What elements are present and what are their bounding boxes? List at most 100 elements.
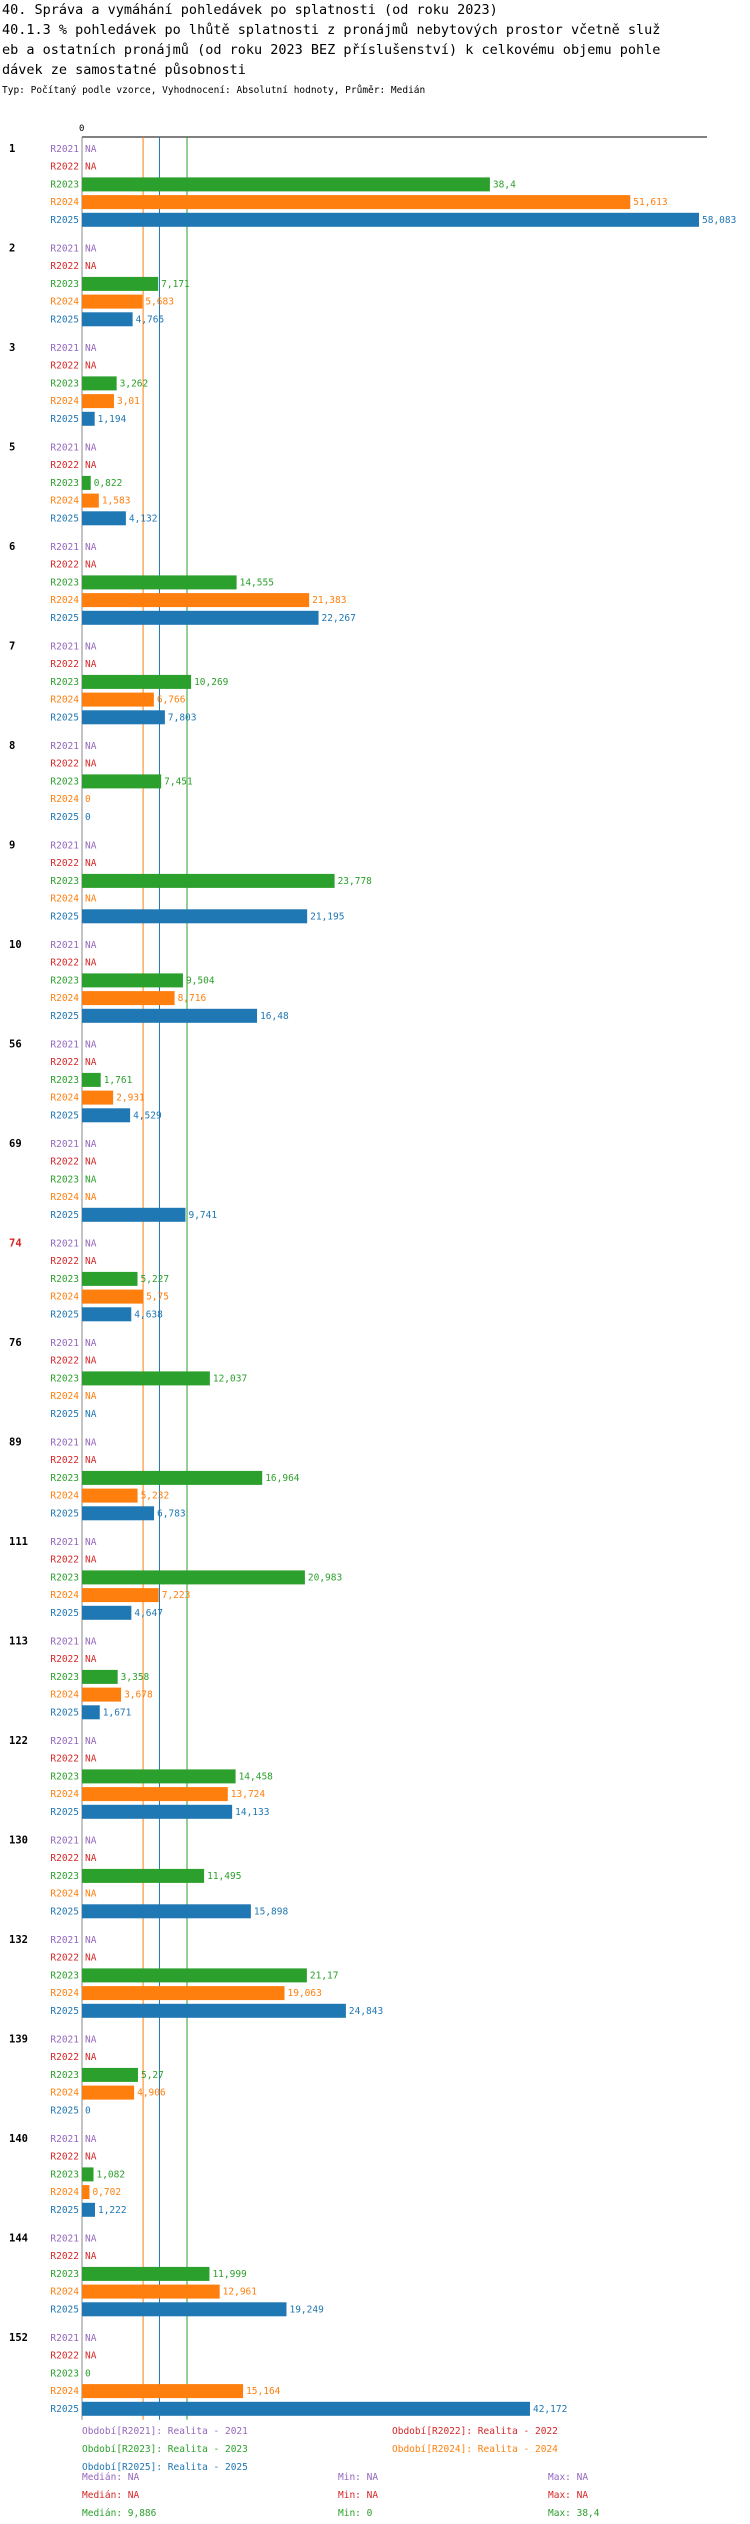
series-label-56-r2022: R2022 — [50, 1057, 79, 1068]
bar-9-r2025 — [82, 909, 308, 924]
bar-113-r2023 — [82, 1669, 118, 1684]
bar-6-r2025 — [82, 610, 319, 625]
group-label-9: 9 — [9, 840, 15, 852]
chart-title-line-4: dávek ze samostatné působnosti — [2, 62, 246, 78]
series-label-1-r2025: R2025 — [50, 215, 79, 226]
series-label-140-r2021: R2021 — [50, 2134, 79, 2145]
value-label-10-r2025: 16,48 — [260, 1011, 289, 1022]
series-label-130-r2025: R2025 — [50, 1906, 79, 1917]
bar-130-r2025 — [82, 1904, 251, 1919]
value-label-6-r2025: 22,267 — [322, 613, 356, 624]
series-label-3-r2025: R2025 — [50, 414, 79, 425]
bar-6-r2024 — [82, 593, 310, 608]
bar-5-r2024 — [82, 493, 99, 508]
group-label-1: 1 — [9, 143, 15, 155]
value-label-122-r2025: 14,133 — [235, 1807, 269, 1818]
value-label-113-r2023: 3,358 — [121, 1672, 150, 1683]
value-label-144-r2022: NA — [85, 2251, 97, 2262]
value-label-111-r2024: 7,223 — [162, 1590, 191, 1601]
bar-74-r2024 — [82, 1289, 144, 1304]
bar-10-r2024 — [82, 991, 175, 1006]
series-label-140-r2023: R2023 — [50, 2169, 79, 2180]
value-label-56-r2021: NA — [85, 1040, 97, 1051]
legend-item-5: Období[R2025]: Realita - 2025 — [82, 2462, 248, 2473]
group-label-130: 130 — [9, 1835, 28, 1847]
value-label-56-r2025: 4,529 — [133, 1110, 162, 1121]
series-label-89-r2024: R2024 — [50, 1491, 79, 1502]
value-label-89-r2024: 5,232 — [141, 1491, 170, 1502]
series-label-152-r2025: R2025 — [50, 2404, 79, 2415]
stat-min-2: Min: NA — [338, 2490, 378, 2501]
value-label-139-r2021: NA — [85, 2035, 97, 2046]
stat-median-2: Medián: NA — [82, 2490, 139, 2501]
series-label-2-r2021: R2021 — [50, 244, 79, 255]
series-label-9-r2022: R2022 — [50, 858, 79, 869]
value-label-74-r2021: NA — [85, 1239, 97, 1250]
value-label-5-r2024: 1,583 — [102, 496, 131, 507]
value-label-130-r2022: NA — [85, 1853, 97, 1864]
bar-74-r2023 — [82, 1271, 138, 1286]
series-label-7-r2025: R2025 — [50, 712, 79, 723]
series-label-140-r2024: R2024 — [50, 2187, 79, 2198]
value-label-76-r2021: NA — [85, 1338, 97, 1349]
bar-89-r2024 — [82, 1488, 138, 1503]
series-label-9-r2024: R2024 — [50, 894, 79, 905]
series-label-113-r2025: R2025 — [50, 1707, 79, 1718]
series-label-5-r2024: R2024 — [50, 496, 79, 507]
bar-7-r2023 — [82, 674, 192, 689]
value-label-140-r2025: 1,222 — [98, 2205, 127, 2216]
series-label-56-r2023: R2023 — [50, 1075, 79, 1086]
group-label-3: 3 — [9, 342, 15, 354]
series-label-111-r2021: R2021 — [50, 1537, 79, 1548]
value-label-5-r2025: 4,132 — [129, 513, 158, 524]
series-label-130-r2024: R2024 — [50, 1889, 79, 1900]
bar-113-r2024 — [82, 1687, 122, 1702]
series-label-6-r2025: R2025 — [50, 613, 79, 624]
value-label-7-r2023: 10,269 — [194, 677, 229, 688]
group-label-69: 69 — [9, 1138, 22, 1150]
series-label-8-r2022: R2022 — [50, 759, 79, 770]
value-label-6-r2022: NA — [85, 560, 97, 571]
series-label-76-r2021: R2021 — [50, 1338, 79, 1349]
value-label-76-r2022: NA — [85, 1356, 97, 1367]
value-label-152-r2024: 15,164 — [246, 2386, 281, 2397]
series-label-74-r2025: R2025 — [50, 1309, 79, 1320]
group-label-76: 76 — [9, 1337, 22, 1349]
series-label-10-r2022: R2022 — [50, 958, 79, 969]
value-label-3-r2024: 3,01 — [117, 396, 140, 407]
value-label-69-r2024: NA — [85, 1192, 97, 1203]
value-label-111-r2021: NA — [85, 1537, 97, 1548]
series-label-111-r2023: R2023 — [50, 1572, 79, 1583]
series-label-152-r2023: R2023 — [50, 2368, 79, 2379]
bar-132-r2023 — [82, 1968, 307, 1983]
series-label-76-r2022: R2022 — [50, 1356, 79, 1367]
value-label-139-r2022: NA — [85, 2052, 97, 2063]
stat-min-3: Min: 0 — [338, 2508, 373, 2519]
bar-3-r2023 — [82, 376, 117, 391]
series-label-56-r2025: R2025 — [50, 1110, 79, 1121]
series-label-74-r2023: R2023 — [50, 1274, 79, 1285]
value-label-122-r2023: 14,458 — [239, 1771, 274, 1782]
stat-median-3: Medián: 9,886 — [82, 2508, 157, 2519]
bar-2-r2024 — [82, 294, 143, 309]
bar-1-r2025 — [82, 212, 699, 227]
value-label-7-r2021: NA — [85, 642, 97, 653]
chart-title-line-1: 40. Správa a vymáhání pohledávek po spla… — [2, 2, 498, 18]
value-label-2-r2023: 7,171 — [161, 279, 190, 290]
series-label-3-r2022: R2022 — [50, 361, 79, 372]
series-label-122-r2025: R2025 — [50, 1807, 79, 1818]
value-label-9-r2025: 21,195 — [310, 911, 344, 922]
value-label-74-r2022: NA — [85, 1256, 97, 1267]
series-label-3-r2024: R2024 — [50, 396, 79, 407]
stat-max-1: Max: NA — [548, 2472, 588, 2483]
value-label-1-r2021: NA — [85, 144, 97, 155]
series-label-122-r2021: R2021 — [50, 1736, 79, 1747]
value-label-139-r2024: 4,906 — [137, 2088, 166, 2099]
value-label-56-r2022: NA — [85, 1057, 97, 1068]
stat-min-1: Min: NA — [338, 2472, 378, 2483]
group-label-6: 6 — [9, 541, 15, 553]
series-label-9-r2021: R2021 — [50, 841, 79, 852]
value-label-9-r2022: NA — [85, 858, 97, 869]
value-label-152-r2021: NA — [85, 2333, 97, 2344]
group-label-144: 144 — [9, 2233, 28, 2245]
